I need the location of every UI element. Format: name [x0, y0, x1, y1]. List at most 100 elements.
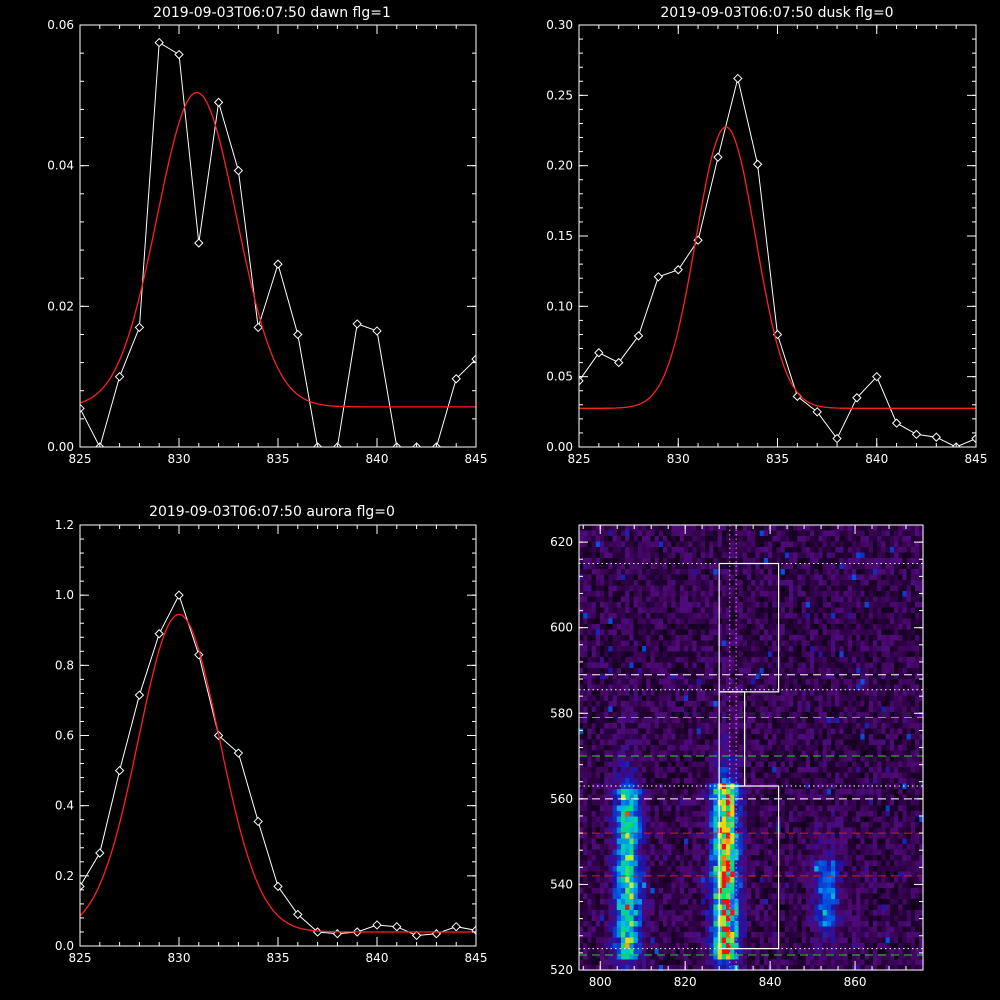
heatmap-cell: [784, 904, 790, 911]
heatmap-cell: [646, 734, 651, 740]
heatmap-cell: [768, 954, 773, 960]
heatmap-cell: [583, 948, 588, 955]
heatmap-cell: [684, 959, 689, 966]
heatmap-cell: [692, 618, 697, 625]
heatmap-cell: [751, 624, 756, 630]
heatmap-cell: [654, 800, 660, 806]
heatmap-cell: [826, 805, 832, 812]
heatmap-cell: [679, 717, 685, 724]
heatmap-cell: [583, 673, 588, 680]
heatmap-cell: [642, 629, 647, 636]
heatmap-cell: [784, 552, 790, 559]
heatmap-cell: [742, 662, 748, 669]
heatmap-cell: [759, 657, 765, 663]
heatmap-cell: [797, 926, 802, 933]
heatmap-cell: [637, 679, 643, 685]
heatmap-cell: [780, 706, 786, 713]
heatmap-cell: [734, 723, 739, 729]
heatmap-cell: [642, 690, 647, 696]
heatmap-cell: [814, 926, 819, 933]
heatmap-cell: [650, 657, 655, 663]
heatmap-cell: [789, 761, 794, 768]
heatmap-cell: [709, 921, 714, 927]
heatmap-cell: [797, 860, 802, 867]
heatmap-cell: [738, 585, 744, 592]
heatmap-cell: [763, 569, 769, 575]
heatmap-cell: [650, 904, 655, 911]
heatmap-cell: [583, 525, 588, 531]
heatmap-cell: [579, 866, 584, 872]
heatmap-cell: [667, 668, 672, 674]
heatmap-cell: [616, 816, 622, 823]
heatmap-cell: [738, 794, 744, 801]
heatmap-cell: [692, 943, 697, 949]
heatmap-cell: [629, 547, 634, 553]
heatmap-cell: [671, 789, 676, 795]
heatmap-cell: [621, 943, 626, 949]
heatmap-cell: [751, 772, 756, 779]
heatmap-cell: [805, 959, 811, 966]
heatmap-cell: [675, 541, 681, 548]
heatmap-cell: [730, 591, 735, 597]
heatmap-cell: [600, 811, 605, 817]
heatmap-cell: [591, 750, 597, 757]
heatmap-cell: [637, 860, 643, 867]
heatmap-cell: [763, 547, 769, 553]
heatmap-cell: [826, 811, 832, 817]
heatmap-cell: [717, 899, 723, 905]
heatmap-cell: [747, 756, 752, 762]
heatmap-cell: [759, 695, 765, 702]
heatmap-cell: [709, 613, 714, 619]
heatmap-cell: [717, 668, 723, 674]
heatmap-cell: [667, 613, 672, 619]
heatmap-cell: [608, 580, 613, 586]
heatmap-cell: [793, 613, 798, 619]
heatmap-cell: [625, 679, 630, 685]
heatmap-cell: [705, 651, 710, 658]
heatmap-cell: [696, 794, 702, 801]
heatmap-cell: [696, 651, 702, 658]
heatmap-cell: [717, 943, 723, 949]
heatmap-cell: [646, 948, 651, 955]
heatmap-cell: [646, 596, 651, 603]
heatmap-cell: [654, 662, 660, 669]
heatmap-cell: [679, 657, 685, 663]
heatmap-cell: [583, 657, 588, 663]
heatmap-cell: [587, 673, 592, 680]
heatmap-cell: [579, 877, 584, 883]
heatmap-cell: [826, 563, 832, 570]
heatmap-cell: [705, 921, 710, 927]
heatmap-cell: [595, 563, 601, 570]
heatmap-cell: [713, 739, 718, 746]
heatmap-cell: [637, 866, 643, 872]
heatmap-cell: [793, 701, 798, 707]
heatmap-cell: [616, 965, 622, 971]
heatmap-cell: [604, 849, 609, 856]
heatmap-cell: [818, 882, 823, 889]
heatmap-cell: [579, 959, 584, 966]
heatmap-cell: [604, 525, 609, 531]
heatmap-cell: [772, 965, 777, 971]
heatmap-cell: [616, 822, 622, 828]
heatmap-cell: [772, 635, 777, 641]
heatmap-cell: [688, 657, 693, 663]
heatmap-cell: [831, 701, 836, 707]
heatmap-cell: [637, 580, 643, 586]
heatmap-cell: [608, 547, 613, 553]
heatmap-cell: [600, 954, 605, 960]
heatmap-cell: [679, 783, 685, 790]
heatmap-cell: [826, 871, 832, 878]
heatmap-cell: [637, 569, 643, 575]
heatmap-cell: [667, 580, 672, 586]
heatmap-cell: [759, 794, 765, 801]
heatmap-cell: [768, 921, 773, 927]
heatmap-cell: [671, 728, 676, 735]
heatmap-cell: [797, 629, 802, 636]
heatmap-cell: [650, 860, 655, 867]
heatmap-cell: [822, 580, 828, 586]
heatmap-cell: [637, 723, 643, 729]
heatmap-cell: [591, 547, 597, 553]
heatmap-cell: [646, 800, 651, 806]
heatmap-cell: [642, 684, 647, 691]
heatmap-cell: [684, 525, 689, 531]
